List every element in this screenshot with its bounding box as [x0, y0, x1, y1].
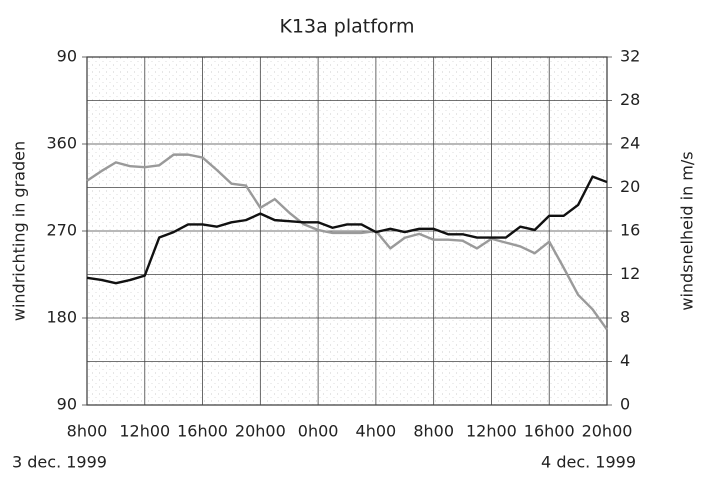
- y-tick-label: 90: [57, 47, 77, 66]
- y2-tick-label: 8: [620, 308, 630, 327]
- x-tick-label: 8h00: [413, 422, 454, 441]
- y-tick-label: 360: [46, 134, 77, 153]
- y2-tick-label: 24: [620, 134, 640, 153]
- y2-tick-label: 16: [620, 221, 640, 240]
- chart-title: K13a platform: [279, 16, 414, 38]
- y2-tick-label: 0: [620, 395, 630, 414]
- x-tick-label: 0h00: [298, 422, 339, 441]
- y-axis-label: windrichting in graden: [10, 141, 29, 321]
- x-tick-label: 8h00: [67, 422, 108, 441]
- x-tick-label: 16h00: [177, 422, 228, 441]
- y-tick-label: 90: [57, 395, 77, 414]
- y2-tick-label: 32: [620, 47, 640, 66]
- y2-tick-label: 20: [620, 177, 640, 196]
- x-tick-label: 12h00: [119, 422, 170, 441]
- y-tick-label: 270: [46, 221, 77, 240]
- x-tick-label: 20h00: [582, 422, 633, 441]
- date-annotation: 4 dec. 1999: [541, 453, 636, 472]
- date-annotation: 3 dec. 1999: [12, 453, 107, 472]
- x-tick-label: 20h00: [235, 422, 286, 441]
- y2-tick-label: 28: [620, 90, 640, 109]
- x-tick-label: 4h00: [356, 422, 397, 441]
- y2-axis-label: windsnelheid in m/s: [678, 151, 697, 310]
- x-tick-label: 12h00: [466, 422, 517, 441]
- y2-tick-label: 4: [620, 351, 630, 370]
- x-tick-label: 16h00: [524, 422, 575, 441]
- data-line: [86, 175, 608, 285]
- data-line: [86, 153, 608, 331]
- y2-tick-label: 12: [620, 264, 640, 283]
- y-tick-label: 180: [46, 308, 77, 327]
